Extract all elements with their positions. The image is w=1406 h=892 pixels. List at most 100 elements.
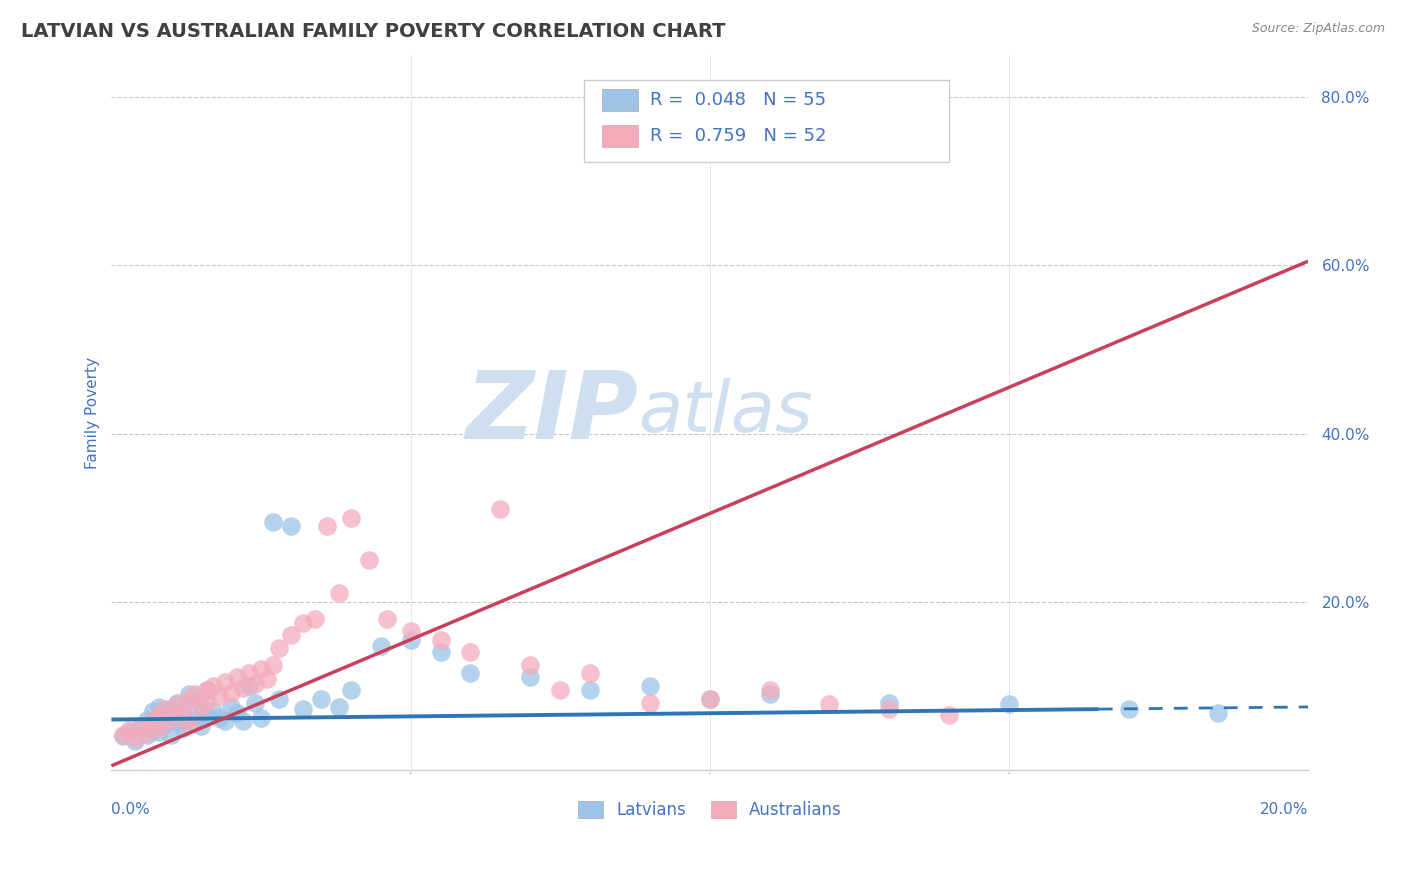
Point [155,702,177,716]
Legend: Latvians, Australians: Latvians, Australians [571,795,849,826]
Point [179,691,201,706]
Point [226,671,249,685]
Point [938,708,960,723]
Point [195,683,218,698]
Point [758,683,780,698]
Point [250,662,273,676]
Point [219,685,242,699]
Point [136,726,159,740]
Point [160,713,183,727]
Point [160,728,183,742]
Point [818,698,841,712]
Point [519,671,541,685]
Point [148,708,170,723]
Point [399,632,422,647]
Point [124,731,146,745]
Point [195,694,218,708]
Point [136,713,159,727]
Point [190,700,212,714]
Point [166,696,188,710]
Point [214,714,236,729]
Point [339,510,361,524]
Point [548,683,571,698]
Point [179,716,201,731]
Point [238,679,260,693]
Point [155,716,177,731]
Point [262,515,284,529]
Point [638,696,661,710]
Point [148,700,170,714]
Point [166,714,188,729]
Point [131,719,153,733]
Point [184,713,207,727]
Point [328,586,350,600]
Point [118,725,141,739]
Point [142,704,165,718]
Point [262,657,284,672]
Point [309,691,332,706]
Point [579,683,602,698]
Point [1208,706,1230,720]
Point [219,700,242,714]
Point [699,691,721,706]
Point [142,723,165,737]
Point [250,711,273,725]
Point [172,706,194,720]
Point [357,553,380,567]
Point [202,704,225,718]
Point [429,632,451,647]
Text: LATVIAN VS AUSTRALIAN FAMILY POVERTY CORRELATION CHART: LATVIAN VS AUSTRALIAN FAMILY POVERTY COR… [21,22,725,41]
Point [112,730,135,744]
Point [879,696,901,710]
Point [184,694,207,708]
Point [179,716,201,731]
Point [124,733,146,747]
Point [148,725,170,739]
Point [267,691,290,706]
Point [399,624,422,639]
Point [190,719,212,733]
FancyBboxPatch shape [583,80,949,162]
Point [579,666,602,681]
Text: ZIP: ZIP [465,367,638,458]
Point [998,698,1021,712]
Point [243,677,266,691]
Point [339,683,361,698]
Point [699,691,721,706]
Point [136,728,159,742]
Point [638,679,661,693]
Point [460,645,482,659]
Point [190,700,212,714]
Point [291,615,314,630]
Point [489,502,512,516]
Bar [602,89,638,111]
Point [1118,702,1140,716]
Point [267,641,290,656]
Point [118,723,141,737]
Point [160,702,183,716]
Point [195,708,218,723]
Point [243,696,266,710]
Point [256,672,278,686]
Point [315,519,337,533]
Point [148,721,170,735]
Text: atlas: atlas [638,378,813,447]
Point [460,666,482,681]
Text: 20.0%: 20.0% [1260,802,1308,817]
Point [519,657,541,672]
Point [208,689,231,703]
Point [232,714,254,729]
Point [202,679,225,693]
Point [758,687,780,701]
Point [155,708,177,723]
Text: R =  0.048   N = 55: R = 0.048 N = 55 [650,91,827,109]
Text: Source: ZipAtlas.com: Source: ZipAtlas.com [1251,22,1385,36]
Point [112,728,135,742]
Point [142,714,165,729]
Point [172,706,194,720]
Point [172,721,194,735]
Point [280,519,302,533]
Point [131,721,153,735]
Point [208,711,231,725]
Point [184,687,207,701]
